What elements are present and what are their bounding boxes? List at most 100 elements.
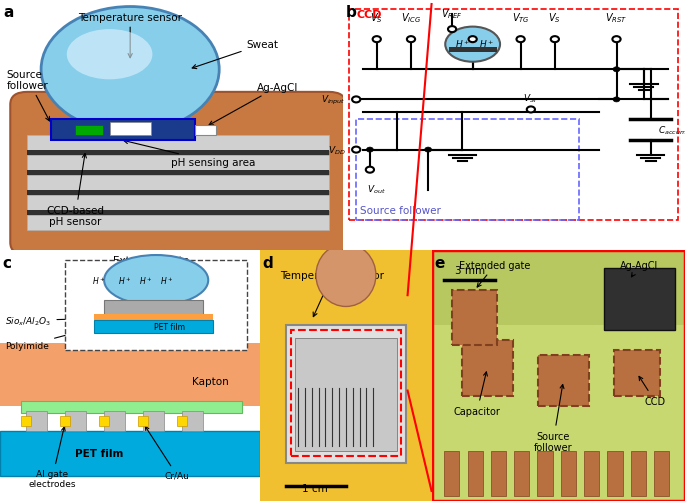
Text: Temperature sensor: Temperature sensor [280,271,384,317]
Text: Temperature sensor: Temperature sensor [78,13,182,59]
Text: e: e [434,256,445,271]
Bar [27,150,329,155]
Bar [561,451,576,496]
Text: CCD: CCD [356,10,382,20]
Bar [558,250,685,326]
Bar [21,401,242,413]
Text: $V_S$: $V_S$ [549,12,561,25]
Bar [286,326,406,463]
Text: $H^+$: $H^+$ [119,275,132,287]
Circle shape [366,167,374,173]
Ellipse shape [104,256,208,306]
Text: c: c [3,256,12,271]
Text: CCD: CCD [639,377,665,406]
Bar [27,135,329,150]
Circle shape [425,148,432,153]
Text: $V_S$: $V_S$ [371,12,383,25]
Bar [432,250,558,326]
Text: $H^+$: $H^+$ [139,275,153,287]
Bar [0,431,260,476]
FancyBboxPatch shape [65,261,247,351]
Text: Extended gate: Extended gate [459,261,531,288]
Circle shape [469,37,477,43]
Bar [514,451,530,496]
Bar [27,155,329,170]
Text: Cr/Au: Cr/Au [145,427,190,480]
Bar [65,411,86,431]
Text: $V_{out}$: $V_{out}$ [367,183,386,195]
Text: $H^+$: $H^+$ [479,38,494,50]
Bar [99,416,110,426]
Text: 3 mm: 3 mm [455,266,484,276]
Text: $C_{accum}$: $C_{accum}$ [658,124,685,136]
Bar [51,120,195,140]
Bar [27,195,329,210]
Bar [60,416,71,426]
Bar [654,451,669,496]
Bar [444,451,460,496]
Bar [104,301,203,316]
Bar [608,451,623,496]
Text: PET film: PET film [153,323,185,331]
Text: $H^+$: $H^+$ [92,275,105,287]
Circle shape [516,37,525,43]
Bar [614,351,660,396]
Bar [94,320,214,333]
Bar [295,338,397,451]
Text: $H^+$: $H^+$ [455,38,470,50]
Ellipse shape [67,30,153,80]
Text: Ag-AgCl: Ag-AgCl [620,261,658,277]
Circle shape [613,98,620,103]
Bar [27,210,329,215]
Text: $V_{SF}$: $V_{SF}$ [523,93,539,105]
Bar [27,175,329,190]
Bar [21,416,32,426]
Circle shape [373,37,381,43]
FancyBboxPatch shape [260,250,432,501]
Text: $V_{REF}$: $V_{REF}$ [441,8,463,21]
Text: Al gate
electrodes: Al gate electrodes [28,427,76,488]
Text: $V_{TG}$: $V_{TG}$ [512,12,530,25]
Circle shape [352,97,360,103]
Text: d: d [262,256,273,271]
Text: PET film: PET film [75,448,123,458]
Bar [468,451,483,496]
Bar [27,190,329,195]
Text: 1 cm: 1 cm [302,483,328,493]
Text: pH sensing area: pH sensing area [124,140,256,168]
Text: Source
follower: Source follower [534,385,573,452]
Text: $Sio_x/Al_2O_3$: $Sio_x/Al_2O_3$ [5,315,74,327]
Bar [26,411,47,431]
Bar [195,125,216,135]
Text: $V_{DD}$: $V_{DD}$ [328,144,346,156]
Bar [538,451,553,496]
Bar [462,341,512,396]
Text: Source
follower: Source follower [7,69,49,122]
Bar [177,416,188,426]
Text: $H^+$: $H^+$ [160,275,173,287]
FancyBboxPatch shape [10,93,346,256]
Text: CCD-based
pH sensor: CCD-based pH sensor [47,154,104,227]
Bar [0,343,260,406]
Circle shape [527,107,535,113]
Circle shape [551,37,559,43]
Bar [452,291,497,346]
Circle shape [613,68,620,73]
Circle shape [612,37,621,43]
Circle shape [366,148,373,153]
Text: Sweat: Sweat [192,40,279,70]
Text: Capacitor: Capacitor [453,372,501,416]
Bar [538,356,588,406]
Text: Kapton: Kapton [192,376,229,386]
Text: Extended gate: Extended gate [113,256,189,266]
Bar [604,268,675,331]
Bar [584,451,599,496]
Text: $V_{ICG}$: $V_{ICG}$ [401,12,421,25]
Text: b: b [346,5,357,20]
Bar [27,170,329,175]
Circle shape [407,37,415,43]
Text: Polyimide: Polyimide [5,327,95,350]
Bar [182,411,203,431]
Text: Source follower: Source follower [360,205,440,215]
Bar [491,451,506,496]
